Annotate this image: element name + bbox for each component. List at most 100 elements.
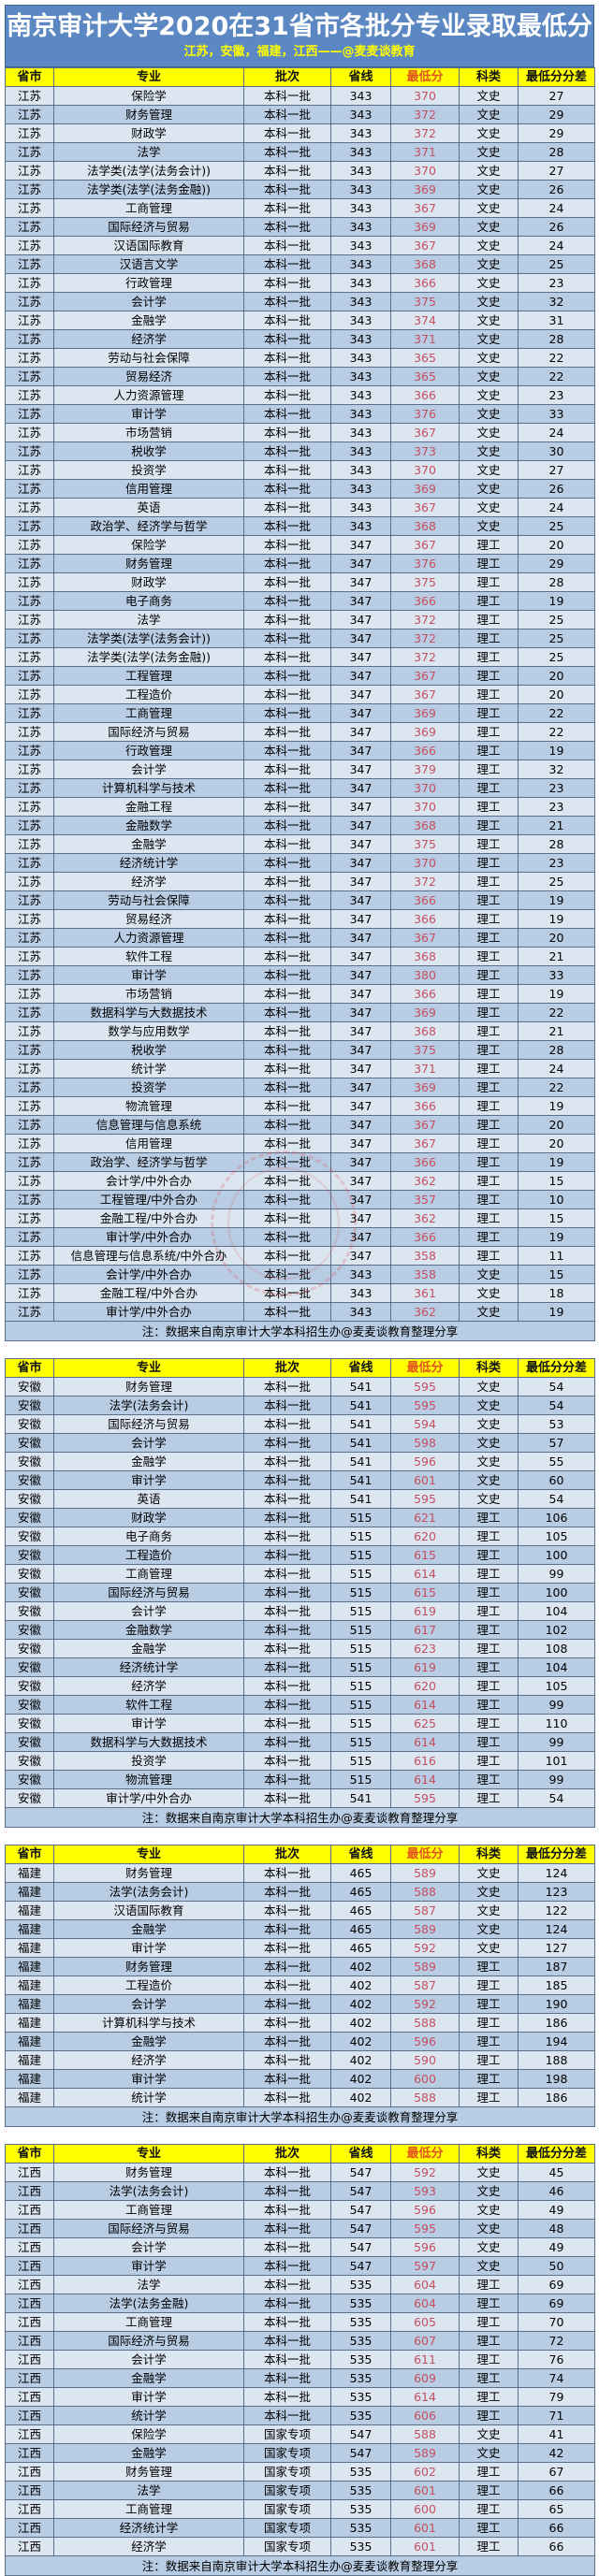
- table-row: 江苏 投资学 本科一批 343 370 文史 27: [5, 460, 595, 480]
- table-row: 江苏 金融工程 本科一批 347 370 理工 23: [5, 797, 595, 817]
- category-cell: 理工: [459, 1583, 519, 1602]
- batch-cell: 本科一批: [243, 2275, 331, 2294]
- header-min-score: 最低分: [390, 2144, 460, 2164]
- province-cell: 安徽: [5, 1751, 54, 1771]
- score-diff-cell: 19: [518, 1227, 595, 1247]
- major-cell: 经济学: [53, 1676, 244, 1696]
- table-row: 福建 经济学 本科一批 402 590 理工 188: [5, 2050, 595, 2070]
- category-cell: 理工: [459, 1639, 519, 1658]
- header-major: 专业: [53, 1845, 244, 1864]
- header-min-score: 最低分: [390, 67, 460, 87]
- header-score-diff: 最低分分差: [518, 1845, 595, 1864]
- major-cell: 财政学: [53, 1508, 244, 1527]
- batch-cell: 本科一批: [243, 1377, 331, 1397]
- province-cell: 安徽: [5, 1620, 54, 1640]
- major-cell: 汉语国际教育: [53, 1901, 244, 1920]
- batch-cell: 本科一批: [243, 760, 331, 779]
- min-score-cell: 590: [390, 2050, 460, 2070]
- province-cell: 江苏: [5, 161, 54, 181]
- batch-cell: 国家专项: [243, 2443, 331, 2463]
- score-diff-cell: 54: [518, 1377, 595, 1397]
- score-diff-cell: 79: [518, 2387, 595, 2407]
- min-score-cell: 596: [390, 1452, 460, 1471]
- table-row: 江苏 投资学 本科一批 347 369 理工 22: [5, 1078, 595, 1097]
- province-cell: 江苏: [5, 1302, 54, 1322]
- source-note: 注：数据来自南京审计大学本科招生办@麦麦谈教育整理分享: [5, 2106, 595, 2127]
- batch-cell: 本科一批: [243, 629, 331, 648]
- category-cell: 理工: [459, 535, 519, 555]
- batch-cell: 本科一批: [243, 984, 331, 1004]
- major-cell: 审计学: [53, 1938, 244, 1958]
- province-line-cell: 535: [330, 2518, 391, 2538]
- province-line-cell: 515: [330, 1657, 391, 1677]
- province-line-cell: 347: [330, 797, 391, 817]
- min-score-cell: 598: [390, 1433, 460, 1453]
- min-score-cell: 604: [390, 2294, 460, 2313]
- table-row: 江苏 经济学 本科一批 347 372 理工 25: [5, 872, 595, 891]
- batch-cell: 本科一批: [243, 2200, 331, 2220]
- min-score-cell: 367: [390, 535, 460, 555]
- min-score-cell: 366: [390, 1152, 460, 1172]
- batch-cell: 本科一批: [243, 254, 331, 274]
- batch-cell: 本科一批: [243, 797, 331, 817]
- major-cell: 会计学/中外合办: [53, 1265, 244, 1284]
- score-diff-cell: 21: [518, 816, 595, 835]
- province-cell: 江苏: [5, 1283, 54, 1303]
- major-cell: 审计学: [53, 1714, 244, 1733]
- header-category: 科类: [459, 67, 519, 87]
- batch-cell: 本科一批: [243, 123, 331, 143]
- major-cell: 物流管理: [53, 1770, 244, 1789]
- score-diff-cell: 28: [518, 834, 595, 854]
- min-score-cell: 366: [390, 741, 460, 760]
- header-row: 省市 专业 批次 省线 最低分 科类 最低分分差: [5, 2144, 595, 2164]
- table-row: 江西 财务管理 本科一批 547 592 文史 45: [5, 2163, 595, 2182]
- batch-cell: 本科一批: [243, 2368, 331, 2388]
- batch-cell: 本科一批: [243, 1134, 331, 1153]
- category-cell: 理工: [459, 834, 519, 854]
- batch-cell: 本科一批: [243, 1433, 331, 1453]
- province-cell: 安徽: [5, 1788, 54, 1808]
- table-row: 江苏 工程造价 本科一批 347 367 理工 20: [5, 685, 595, 704]
- category-cell: 理工: [459, 1059, 519, 1078]
- table-row: 江苏 审计学 本科一批 343 376 文史 33: [5, 404, 595, 424]
- table-row: 江西 国际经济与贸易 本科一批 535 607 理工 72: [5, 2331, 595, 2351]
- score-diff-cell: 124: [518, 1863, 595, 1883]
- header-province: 省市: [5, 67, 54, 87]
- min-score-cell: 596: [390, 2032, 460, 2051]
- major-cell: 法学类(法学(法务会计)): [53, 161, 244, 181]
- province-cell: 江苏: [5, 890, 54, 910]
- min-score-cell: 600: [390, 2499, 460, 2519]
- score-diff-cell: 66: [518, 2537, 595, 2556]
- category-cell: 理工: [459, 984, 519, 1004]
- province-line-cell: 547: [330, 2181, 391, 2201]
- score-diff-cell: 186: [518, 2013, 595, 2033]
- category-cell: 理工: [459, 872, 519, 891]
- score-diff-cell: 19: [518, 591, 595, 611]
- major-cell: 经济学: [53, 872, 244, 891]
- min-score-cell: 361: [390, 1283, 460, 1303]
- major-cell: 市场营销: [53, 984, 244, 1004]
- batch-cell: 本科一批: [243, 1265, 331, 1284]
- province-line-cell: 547: [330, 2424, 391, 2444]
- batch-cell: 本科一批: [243, 198, 331, 218]
- batch-cell: 本科一批: [243, 853, 331, 873]
- min-score-cell: 367: [390, 666, 460, 686]
- table-row: 安徽 英语 本科一批 541 595 文史 54: [5, 1489, 595, 1509]
- province-cell: 江苏: [5, 254, 54, 274]
- min-score-cell: 358: [390, 1246, 460, 1266]
- category-cell: 文史: [459, 2181, 519, 2201]
- province-line-cell: 347: [330, 890, 391, 910]
- major-cell: 金融工程/中外合办: [53, 1283, 244, 1303]
- score-diff-cell: 50: [518, 2256, 595, 2276]
- major-cell: 审计学/中外合办: [53, 1227, 244, 1247]
- major-cell: 英语: [53, 1489, 244, 1509]
- batch-cell: 本科一批: [243, 1601, 331, 1621]
- province-line-cell: 535: [330, 2350, 391, 2369]
- table-row: 江苏 软件工程 本科一批 347 368 理工 21: [5, 947, 595, 966]
- table-row: 江苏 贸易经济 本科一批 347 366 理工 19: [5, 909, 595, 929]
- category-cell: 文史: [459, 1433, 519, 1453]
- batch-cell: 本科一批: [243, 1003, 331, 1022]
- major-cell: 财务管理: [53, 105, 244, 124]
- table-row: 江苏 工商管理 本科一批 343 367 文史 24: [5, 198, 595, 218]
- batch-cell: 本科一批: [243, 2312, 331, 2332]
